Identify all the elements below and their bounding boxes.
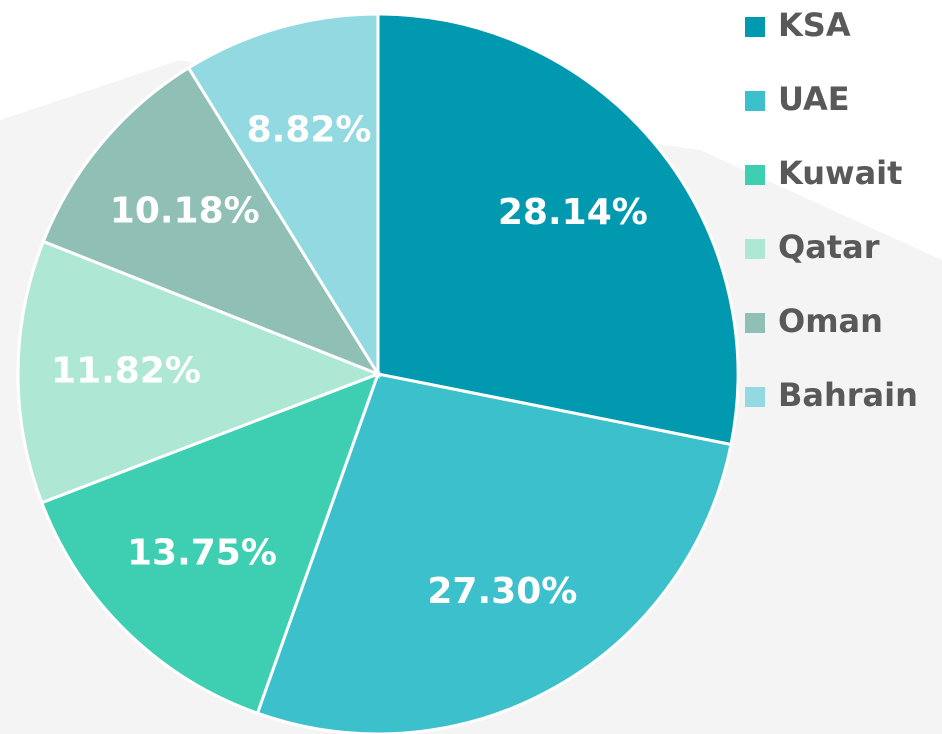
pie-slice (39, 371, 381, 716)
slice-label: 11.82% (51, 351, 201, 392)
pie-slice (16, 239, 383, 505)
legend-swatch (745, 165, 765, 185)
legend-label: Bahrain (778, 376, 918, 414)
legend-label: UAE (778, 80, 850, 118)
slice-label: 27.30% (427, 571, 577, 612)
legend-swatch (745, 387, 765, 407)
pie-slice (376, 12, 740, 447)
legend-label: Kuwait (778, 154, 902, 192)
legend-swatch (745, 91, 765, 111)
pie-slice (255, 372, 733, 734)
slice-label: 10.18% (110, 190, 260, 231)
legend-label: Qatar (778, 228, 880, 266)
legend-label: Oman (778, 302, 883, 340)
legend-swatch (745, 17, 765, 37)
legend-label: KSA (778, 6, 851, 44)
slice-label: 8.82% (247, 110, 372, 151)
slice-label: 28.14% (498, 192, 648, 233)
legend-swatch (745, 239, 765, 259)
pie-slice (41, 65, 382, 378)
pie-slice (186, 12, 380, 380)
legend-swatch (745, 313, 765, 333)
slice-label: 13.75% (127, 532, 277, 573)
